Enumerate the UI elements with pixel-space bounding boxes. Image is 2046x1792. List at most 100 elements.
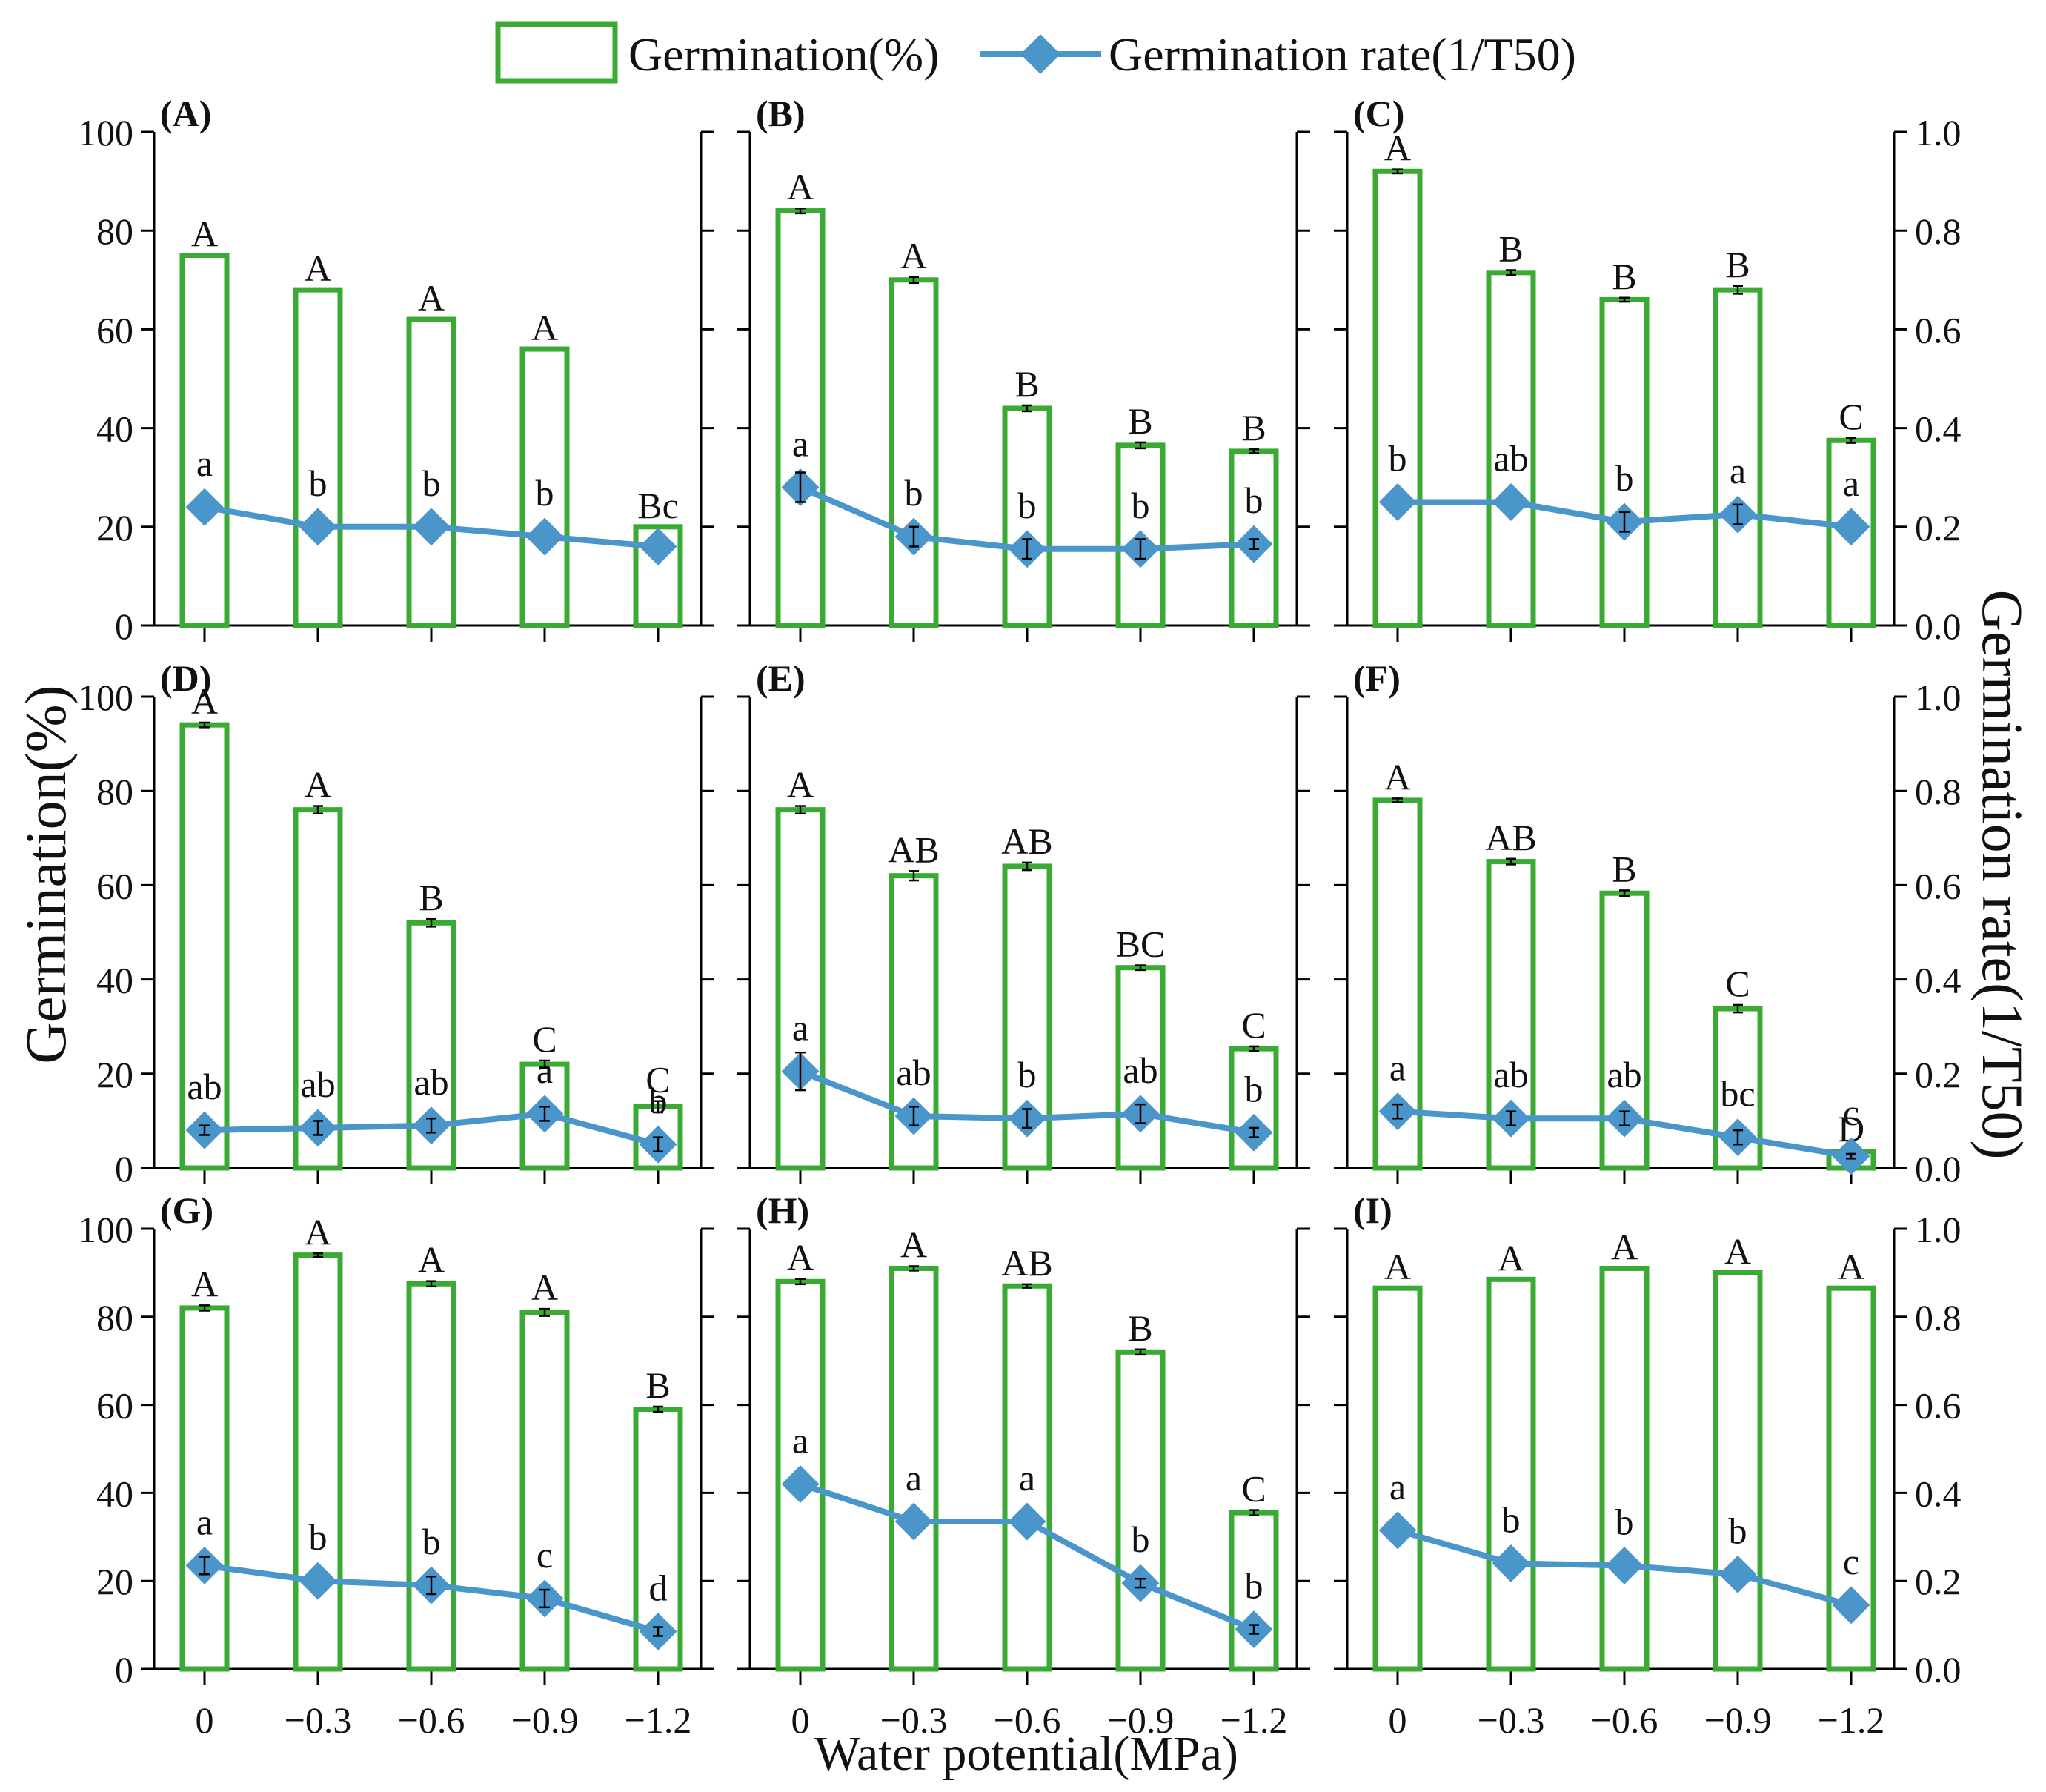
- y-right-tick-label: 1.0: [1915, 112, 1962, 153]
- rate-letter: a: [1843, 462, 1859, 504]
- y-axis-right-title: Germination rate(1/T50): [1970, 590, 2035, 1160]
- rate-letter: b: [1389, 438, 1407, 479]
- rate-letter: a: [792, 1007, 808, 1049]
- germination-bar: [1713, 1270, 1763, 1672]
- x-tick-label: −1.2: [1818, 1699, 1885, 1741]
- x-tick-label: −0.6: [1591, 1699, 1658, 1741]
- germination-letter: B: [1014, 363, 1039, 405]
- panel-label: (A): [160, 93, 211, 134]
- germination-letter: AB: [888, 829, 939, 870]
- rate-letter: b: [309, 462, 328, 504]
- x-tick-label: −0.3: [1478, 1699, 1545, 1741]
- y-right-tick-label: 0.0: [1915, 1148, 1962, 1189]
- germination-bar: [1002, 405, 1052, 628]
- rate-letter: a: [906, 1457, 922, 1499]
- panel-i: 0.0 0.2 0.4 0.6 0.8 1.0 0 −0.3 −0.6 −0.9 −1.2 (I) A A…: [1334, 1189, 1962, 1741]
- panel-b: (B) A A B B Ba b b b b: [737, 93, 1310, 642]
- germination-rate-marker: [412, 508, 451, 546]
- legend-bar-label: Germination(%): [628, 28, 939, 81]
- rate-letter: c: [537, 1534, 553, 1576]
- y-left-tick-label: 80: [96, 771, 133, 812]
- germination-letter: A: [305, 764, 331, 806]
- germination-bar: [293, 287, 343, 628]
- germination-letter: B: [1128, 400, 1152, 442]
- legend-bar-swatch: [495, 21, 618, 84]
- y-right-tick-label: 0.8: [1915, 210, 1962, 252]
- y-left-tick-label: 80: [96, 1297, 133, 1338]
- germination-letter: B: [1128, 1307, 1152, 1349]
- panel-label: (G): [160, 1189, 213, 1231]
- germination-letter: C: [1241, 1004, 1266, 1046]
- rate-letter: a: [196, 442, 213, 484]
- rate-letter: d: [649, 1567, 668, 1609]
- germination-rate-marker: [781, 1465, 820, 1503]
- rate-letter: ab: [1123, 1049, 1157, 1091]
- germination-letter: A: [191, 680, 218, 722]
- x-tick-label: −1.2: [1220, 1699, 1288, 1741]
- legend-line-marker: [1020, 34, 1060, 74]
- germination-letter: A: [305, 1211, 331, 1252]
- panel-e: (E) A AB AB BC Ca ab b ab b: [737, 657, 1310, 1184]
- rate-letter: c: [1843, 1092, 1859, 1133]
- y-left-tick-label: 20: [96, 507, 133, 548]
- rate-letter: b: [1132, 1519, 1150, 1560]
- y-left-tick-label: 60: [96, 309, 133, 351]
- y-right-tick-label: 0.0: [1915, 1649, 1962, 1690]
- panel-h: 0 −0.3 −0.6 −0.9 −1.2 (H) A A AB B Ca a a b b: [737, 1189, 1310, 1741]
- germination-letter: AB: [1485, 817, 1536, 858]
- germination-letter: A: [900, 235, 927, 276]
- y-right-tick-label: 0.4: [1915, 1473, 1962, 1514]
- rate-letter: b: [1502, 1499, 1521, 1540]
- x-tick-label: −0.3: [285, 1699, 352, 1741]
- x-tick-label: −0.6: [994, 1699, 1061, 1741]
- y-left-tick-label: 20: [96, 1054, 133, 1095]
- germination-bar: [406, 316, 456, 628]
- germination-letter: B: [1612, 848, 1636, 889]
- rate-letter: a: [1730, 450, 1746, 491]
- y-left-tick-label: 0: [115, 1148, 133, 1189]
- germination-bar: [519, 346, 570, 628]
- germination-rate-marker: [1378, 483, 1417, 521]
- y-right-tick-label: 0.2: [1915, 1054, 1962, 1095]
- rate-letter: a: [196, 1501, 213, 1542]
- y-right-tick-label: 0.0: [1915, 605, 1962, 647]
- germination-letter: BC: [1116, 923, 1166, 965]
- rate-letter: ab: [187, 1066, 222, 1107]
- x-tick-label: 0: [196, 1699, 214, 1741]
- rate-letter: b: [1245, 1068, 1263, 1109]
- panel-label: (I): [1353, 1189, 1392, 1231]
- germination-letter: B: [1725, 244, 1750, 285]
- germination-rate-marker: [1378, 1511, 1417, 1550]
- rate-letter: bc: [1720, 1073, 1755, 1115]
- y-left-tick-label: 0: [115, 1649, 133, 1690]
- germination-bar: [1372, 1285, 1423, 1672]
- germination-letter: A: [531, 307, 558, 348]
- y-right-tick-label: 0.8: [1915, 771, 1962, 812]
- germination-letter: B: [419, 877, 443, 918]
- germination-letter: A: [1838, 1246, 1864, 1287]
- germination-letter: A: [787, 166, 814, 208]
- germination-letter: B: [645, 1364, 670, 1406]
- germination-bar: [293, 1252, 343, 1672]
- y-right-tick-label: 0.8: [1915, 1297, 1962, 1338]
- germination-letter: C: [1725, 963, 1750, 1004]
- y-left-tick-label: 100: [78, 1209, 133, 1250]
- rate-letter: a: [1389, 1047, 1406, 1089]
- germination-letter: B: [1498, 228, 1523, 269]
- germination-bar: [1599, 1265, 1650, 1672]
- germination-rate-marker: [639, 527, 677, 565]
- germination-bar: [179, 722, 230, 1171]
- legend: Germination(%) Germination rate(1/T50): [495, 21, 1576, 84]
- germination-letter: C: [1839, 396, 1863, 437]
- germination-bar: [775, 208, 826, 628]
- y-right-tick-label: 0.4: [1915, 960, 1962, 1001]
- germination-letter: A: [787, 764, 814, 806]
- germination-letter: A: [1611, 1226, 1638, 1267]
- germination-letter: A: [1498, 1237, 1524, 1278]
- germination-letter: Bc: [637, 485, 679, 526]
- y-left-tick-label: 40: [96, 960, 133, 1001]
- germination-bar: [1486, 1276, 1536, 1672]
